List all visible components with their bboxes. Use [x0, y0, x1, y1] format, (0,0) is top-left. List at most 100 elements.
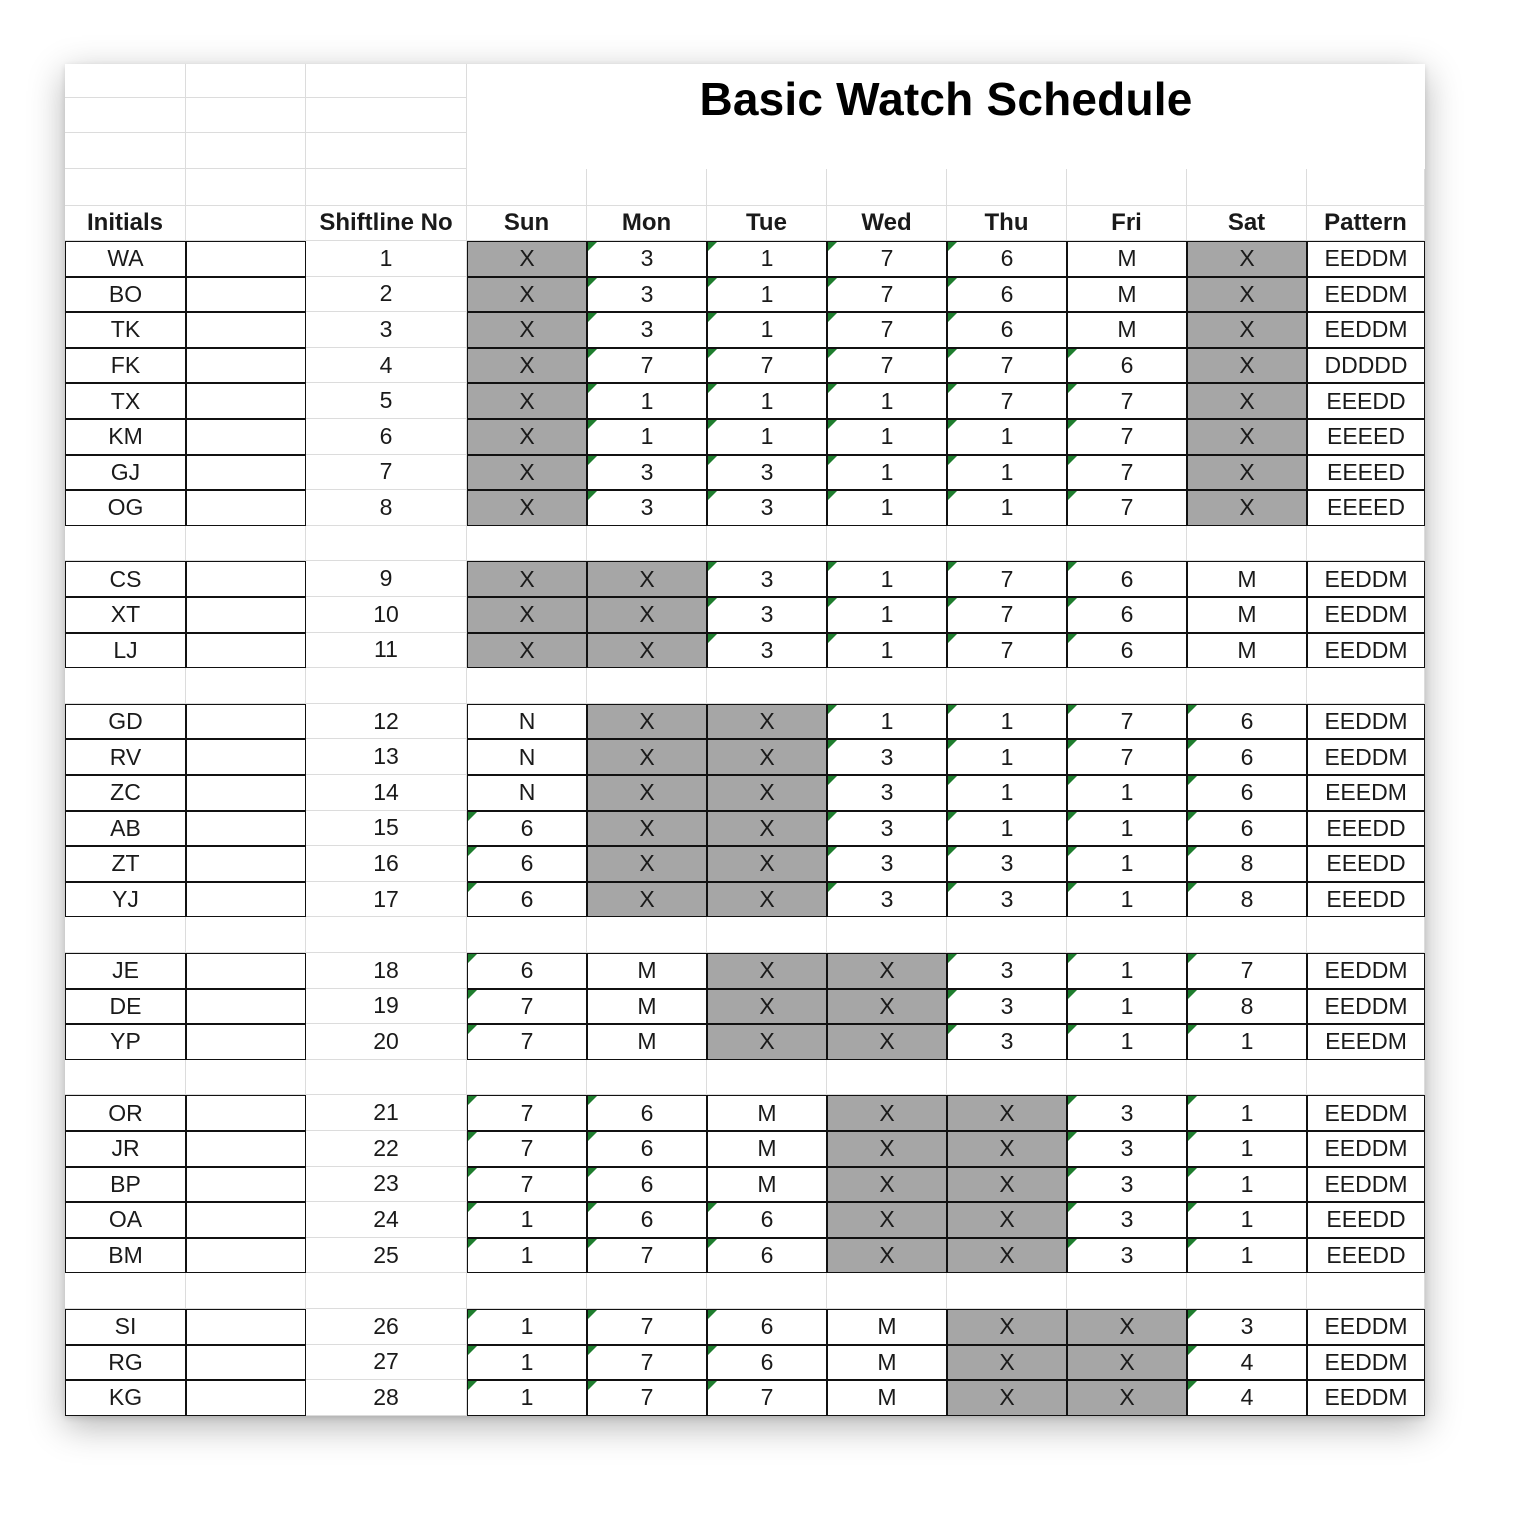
initials-cell[interactable]: JE [65, 953, 186, 989]
pattern-cell[interactable]: EEEDD [1307, 810, 1425, 847]
day-cell-mon[interactable]: 7 [587, 1380, 707, 1416]
day-cell-thu[interactable]: 3 [947, 881, 1067, 918]
day-cell-tue[interactable]: X [707, 739, 827, 775]
day-cell-thu[interactable]: 1 [947, 419, 1067, 455]
blank-cell[interactable] [186, 597, 306, 633]
blank-cell[interactable] [186, 561, 306, 597]
spacer-cell[interactable] [947, 668, 1067, 704]
spacer-cell[interactable] [707, 1273, 827, 1309]
day-cell-fri[interactable]: 1 [1067, 810, 1187, 847]
blank-cell[interactable] [186, 810, 306, 847]
day-cell-sun[interactable]: 1 [467, 1202, 587, 1238]
day-cell-sun[interactable]: X [467, 383, 587, 419]
day-cell-mon[interactable]: X [587, 881, 707, 918]
day-cell-thu[interactable]: X [947, 1380, 1067, 1416]
shiftline-no-cell[interactable]: 14 [306, 775, 467, 811]
spacer-cell[interactable] [1307, 1273, 1425, 1309]
day-cell-fri[interactable]: 3 [1067, 1166, 1187, 1203]
empty-cell[interactable] [65, 98, 186, 133]
day-cell-wed[interactable]: 3 [827, 739, 947, 775]
shiftline-no-cell[interactable]: 3 [306, 312, 467, 348]
day-cell-wed[interactable]: 1 [827, 454, 947, 491]
day-cell-mon[interactable]: X [587, 632, 707, 669]
spacer-cell[interactable] [827, 668, 947, 704]
day-cell-sun[interactable]: X [467, 490, 587, 526]
blank-cell[interactable] [186, 276, 306, 313]
day-cell-sun[interactable]: X [467, 632, 587, 669]
pattern-cell[interactable]: EEEDM [1307, 775, 1425, 811]
day-cell-tue[interactable]: 3 [707, 597, 827, 633]
day-cell-tue[interactable]: M [707, 1166, 827, 1203]
day-cell-tue[interactable]: 3 [707, 561, 827, 597]
day-cell-mon[interactable]: 6 [587, 1166, 707, 1203]
day-cell-sun[interactable]: 7 [467, 1166, 587, 1203]
day-cell-fri[interactable]: 3 [1067, 1237, 1187, 1274]
day-cell-tue[interactable]: 7 [707, 1380, 827, 1416]
spacer-cell[interactable] [1307, 668, 1425, 704]
day-cell-fri[interactable]: 1 [1067, 1024, 1187, 1060]
shiftline-no-cell[interactable]: 15 [306, 810, 467, 847]
day-cell-wed[interactable]: M [827, 1344, 947, 1381]
day-cell-tue[interactable]: X [707, 775, 827, 811]
day-cell-wed[interactable]: X [827, 1202, 947, 1238]
day-cell-mon[interactable]: 7 [587, 1237, 707, 1274]
day-cell-sun[interactable]: X [467, 419, 587, 455]
day-cell-sat[interactable]: X [1187, 276, 1307, 313]
day-cell-mon[interactable]: 3 [587, 241, 707, 277]
day-cell-mon[interactable]: 3 [587, 454, 707, 491]
spacer-cell[interactable] [1187, 917, 1307, 953]
header-mon[interactable]: Mon [587, 206, 707, 241]
day-cell-thu[interactable]: 7 [947, 383, 1067, 419]
spacer-cell[interactable] [707, 525, 827, 562]
initials-cell[interactable]: XT [65, 597, 186, 633]
spacer-cell[interactable] [186, 1273, 306, 1309]
shiftline-no-cell[interactable]: 24 [306, 1202, 467, 1238]
day-cell-sat[interactable]: 6 [1187, 703, 1307, 740]
spacer-cell[interactable] [947, 1273, 1067, 1309]
day-cell-mon[interactable]: X [587, 703, 707, 740]
day-cell-fri[interactable]: 6 [1067, 632, 1187, 669]
spacer-cell[interactable] [587, 917, 707, 953]
day-cell-tue[interactable]: 1 [707, 241, 827, 277]
header-sat[interactable]: Sat [1187, 206, 1307, 241]
day-cell-sat[interactable]: M [1187, 597, 1307, 633]
spacer-cell[interactable] [186, 668, 306, 704]
day-cell-fri[interactable]: X [1067, 1309, 1187, 1345]
initials-cell[interactable]: KM [65, 419, 186, 455]
empty-cell[interactable] [186, 133, 306, 169]
initials-cell[interactable]: RV [65, 739, 186, 775]
day-cell-mon[interactable]: X [587, 775, 707, 811]
blank-cell[interactable] [186, 383, 306, 419]
day-cell-mon[interactable]: M [587, 953, 707, 989]
pattern-cell[interactable]: EEDDM [1307, 561, 1425, 597]
initials-cell[interactable]: YJ [65, 881, 186, 918]
shiftline-no-cell[interactable]: 2 [306, 276, 467, 313]
spacer-cell[interactable] [65, 1059, 186, 1096]
day-cell-sat[interactable]: 8 [1187, 881, 1307, 918]
day-cell-wed[interactable]: 7 [827, 347, 947, 384]
day-cell-tue[interactable]: X [707, 1024, 827, 1060]
spacer-cell[interactable] [306, 1273, 467, 1309]
day-cell-sat[interactable]: 1 [1187, 1166, 1307, 1203]
pattern-cell[interactable]: EEEDD [1307, 846, 1425, 882]
spacer-cell[interactable] [947, 1059, 1067, 1096]
day-cell-thu[interactable]: 3 [947, 846, 1067, 882]
day-cell-wed[interactable]: 1 [827, 632, 947, 669]
blank-cell[interactable] [186, 988, 306, 1025]
spacer-cell[interactable] [1187, 525, 1307, 562]
header-thu[interactable]: Thu [947, 206, 1067, 241]
day-cell-sun[interactable]: N [467, 703, 587, 740]
day-cell-mon[interactable]: X [587, 561, 707, 597]
day-cell-thu[interactable]: X [947, 1237, 1067, 1274]
header-shiftline-no[interactable]: Shiftline No [306, 206, 467, 241]
day-cell-sat[interactable]: 1 [1187, 1131, 1307, 1167]
blank-cell[interactable] [186, 881, 306, 918]
day-cell-tue[interactable]: X [707, 881, 827, 918]
spacer-cell[interactable] [306, 1059, 467, 1096]
day-cell-wed[interactable]: 3 [827, 846, 947, 882]
empty-cell[interactable] [65, 169, 186, 206]
spacer-cell[interactable] [65, 917, 186, 953]
spacer-cell[interactable] [306, 917, 467, 953]
spacer-cell[interactable] [587, 668, 707, 704]
shiftline-no-cell[interactable]: 6 [306, 419, 467, 455]
